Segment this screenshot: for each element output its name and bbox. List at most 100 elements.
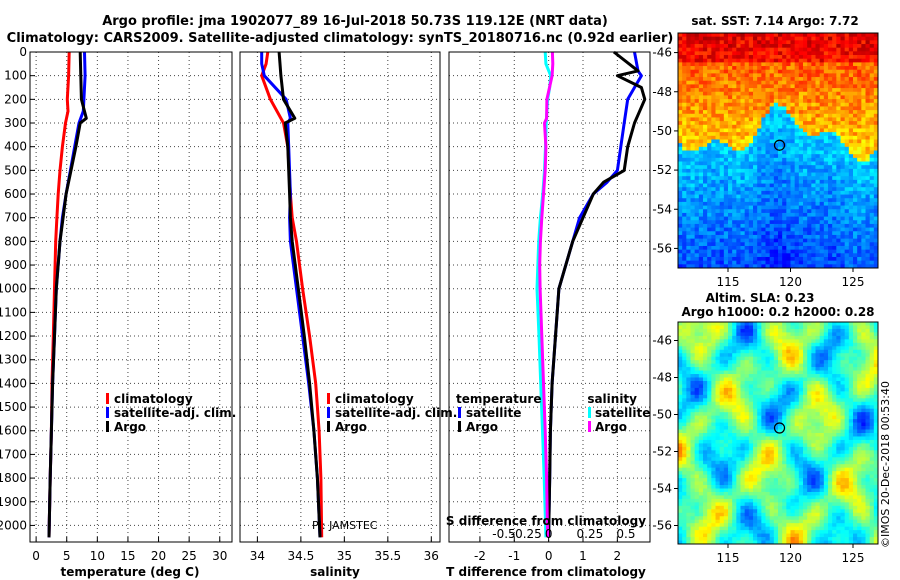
sst-cell bbox=[782, 33, 787, 38]
sst-cell bbox=[790, 51, 796, 56]
sla-cell bbox=[815, 436, 821, 441]
sst-cell bbox=[711, 121, 716, 126]
sst-cell bbox=[682, 264, 687, 269]
sst-cell bbox=[803, 66, 808, 71]
sst-cell bbox=[728, 66, 733, 71]
sst-cell bbox=[773, 55, 779, 60]
sst-cell bbox=[869, 264, 875, 269]
sla-cell bbox=[678, 377, 683, 382]
sst-cell bbox=[840, 91, 846, 96]
sst-cell bbox=[736, 44, 741, 49]
sst-cell bbox=[836, 172, 841, 177]
sst-cell bbox=[828, 176, 833, 181]
sst-cell bbox=[740, 245, 746, 251]
sla-cell bbox=[857, 439, 862, 444]
sst-cell bbox=[711, 242, 716, 247]
sla-cell bbox=[757, 322, 762, 326]
sst-cell bbox=[865, 150, 871, 155]
sst-cell bbox=[773, 33, 779, 38]
sla-cell bbox=[744, 387, 750, 392]
sst-cell bbox=[744, 99, 750, 104]
sst-cell bbox=[765, 179, 771, 184]
sst-cell bbox=[794, 110, 800, 115]
sst-cell bbox=[861, 194, 866, 199]
sst-cell bbox=[732, 121, 737, 126]
sst-cell bbox=[832, 165, 837, 170]
sst-cell bbox=[828, 205, 833, 210]
sla-cell bbox=[823, 367, 829, 371]
sst-cell bbox=[828, 99, 833, 104]
sst-cell bbox=[840, 249, 846, 254]
sst-cell bbox=[857, 150, 862, 155]
sst-cell bbox=[698, 135, 704, 140]
sst-cell bbox=[753, 253, 758, 258]
sst-cell bbox=[682, 146, 687, 151]
sst-cell bbox=[786, 242, 791, 247]
sla-cell bbox=[703, 363, 708, 368]
sst-cell bbox=[819, 220, 825, 225]
sst-cell bbox=[715, 106, 721, 111]
sst-cell bbox=[811, 91, 816, 96]
sla-cell bbox=[815, 405, 821, 410]
sla-cell bbox=[790, 332, 796, 337]
sst-cell bbox=[819, 58, 825, 63]
sla-cell bbox=[803, 353, 808, 358]
sla-cell bbox=[723, 433, 729, 437]
sst-cell bbox=[815, 88, 821, 93]
sla-cell bbox=[865, 349, 871, 354]
sst-cell bbox=[832, 157, 837, 162]
sst-cell bbox=[844, 84, 850, 89]
sst-cell bbox=[869, 77, 875, 82]
sla-cell bbox=[823, 328, 829, 333]
sst-cell bbox=[848, 121, 854, 126]
sst-cell bbox=[686, 172, 691, 177]
sla-cell bbox=[782, 342, 787, 347]
sst-cell bbox=[682, 212, 687, 217]
sst-cell bbox=[811, 172, 816, 177]
sst-cell bbox=[819, 47, 825, 52]
sst-cell bbox=[815, 190, 821, 195]
sst-cell bbox=[682, 209, 687, 214]
sla-cell bbox=[778, 433, 783, 437]
sst-cell bbox=[686, 253, 691, 258]
sst-cell bbox=[744, 110, 750, 115]
sst-cell bbox=[698, 106, 704, 111]
sst-cell bbox=[736, 128, 741, 133]
sst-cell bbox=[873, 124, 879, 129]
sla-cell bbox=[865, 367, 871, 371]
sla-cell bbox=[840, 339, 846, 344]
sst-cell bbox=[690, 113, 696, 118]
sst-cell bbox=[807, 113, 812, 118]
sst-cell bbox=[740, 99, 746, 104]
sla-cell bbox=[844, 353, 850, 358]
sst-cell bbox=[811, 150, 816, 155]
sla-cell bbox=[844, 363, 850, 368]
sst-cell bbox=[682, 223, 687, 229]
sla-cell bbox=[765, 335, 771, 340]
sst-cell bbox=[711, 55, 716, 60]
sla-cell bbox=[678, 360, 683, 365]
sst-cell bbox=[828, 88, 833, 93]
sla-cell bbox=[798, 446, 804, 451]
sst-cell bbox=[698, 113, 704, 118]
sla-cell bbox=[848, 342, 854, 347]
sst-cell bbox=[757, 44, 762, 49]
sla-cell bbox=[861, 322, 866, 326]
sst-cell bbox=[782, 165, 787, 170]
sst-cell bbox=[836, 245, 841, 251]
sst-cell bbox=[811, 128, 816, 133]
x-tick-label: 35.5 bbox=[374, 549, 401, 563]
sla-cell bbox=[848, 405, 854, 410]
sst-cell bbox=[753, 231, 758, 236]
sla-cell bbox=[719, 325, 725, 330]
sst-cell bbox=[694, 139, 700, 144]
sla-cell bbox=[786, 335, 791, 340]
sla-cell bbox=[794, 398, 800, 403]
sst-cell bbox=[869, 69, 875, 74]
sst-cell bbox=[782, 99, 787, 104]
sla-cell bbox=[815, 377, 821, 382]
sla-cell bbox=[811, 367, 816, 371]
sst-cell bbox=[861, 55, 866, 60]
sst-cell bbox=[782, 223, 787, 229]
sst-cell bbox=[765, 161, 771, 166]
